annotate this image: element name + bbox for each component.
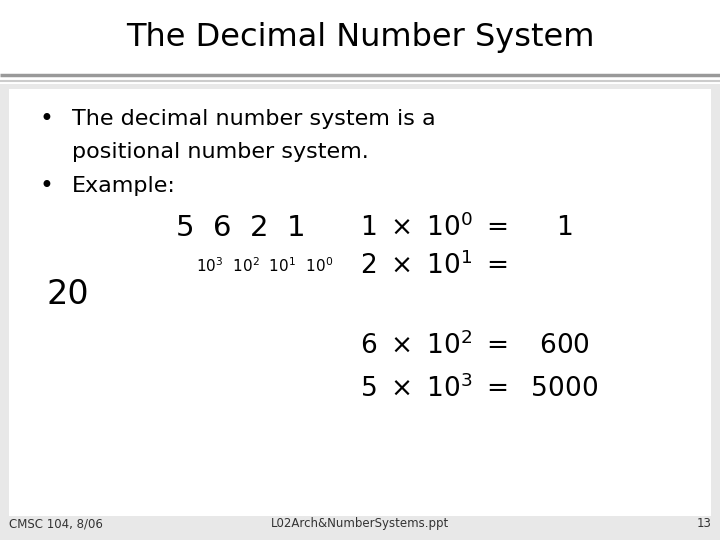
FancyBboxPatch shape: [0, 0, 720, 84]
Text: Example:: Example:: [72, 176, 176, 197]
Text: $10^3$  $10^2$  $10^1$  $10^0$: $10^3$ $10^2$ $10^1$ $10^0$: [196, 256, 333, 275]
Text: CMSC 104, 8/06: CMSC 104, 8/06: [9, 517, 102, 530]
Text: $6\ \times\ 10^2\ =\ \ \ 600$: $6\ \times\ 10^2\ =\ \ \ 600$: [360, 332, 590, 360]
Text: The decimal number system is a: The decimal number system is a: [72, 109, 436, 129]
Text: $5\ \times\ 10^3\ =\ \ 5000$: $5\ \times\ 10^3\ =\ \ 5000$: [360, 375, 598, 403]
Text: •: •: [40, 107, 53, 131]
Text: positional number system.: positional number system.: [72, 142, 369, 163]
Text: $1\ \times\ 10^0\ =\ \ \ \ \ 1$: $1\ \times\ 10^0\ =\ \ \ \ \ 1$: [360, 214, 572, 242]
Text: $2\ \times\ 10^1\ =$: $2\ \times\ 10^1\ =$: [360, 252, 508, 280]
Text: •: •: [40, 174, 53, 198]
FancyBboxPatch shape: [9, 89, 711, 516]
Text: 5  6  2  1: 5 6 2 1: [176, 214, 306, 242]
Text: 20: 20: [47, 278, 89, 311]
Text: 13: 13: [696, 517, 711, 530]
Text: L02Arch&NumberSystems.ppt: L02Arch&NumberSystems.ppt: [271, 517, 449, 530]
Text: The Decimal Number System: The Decimal Number System: [126, 22, 594, 53]
